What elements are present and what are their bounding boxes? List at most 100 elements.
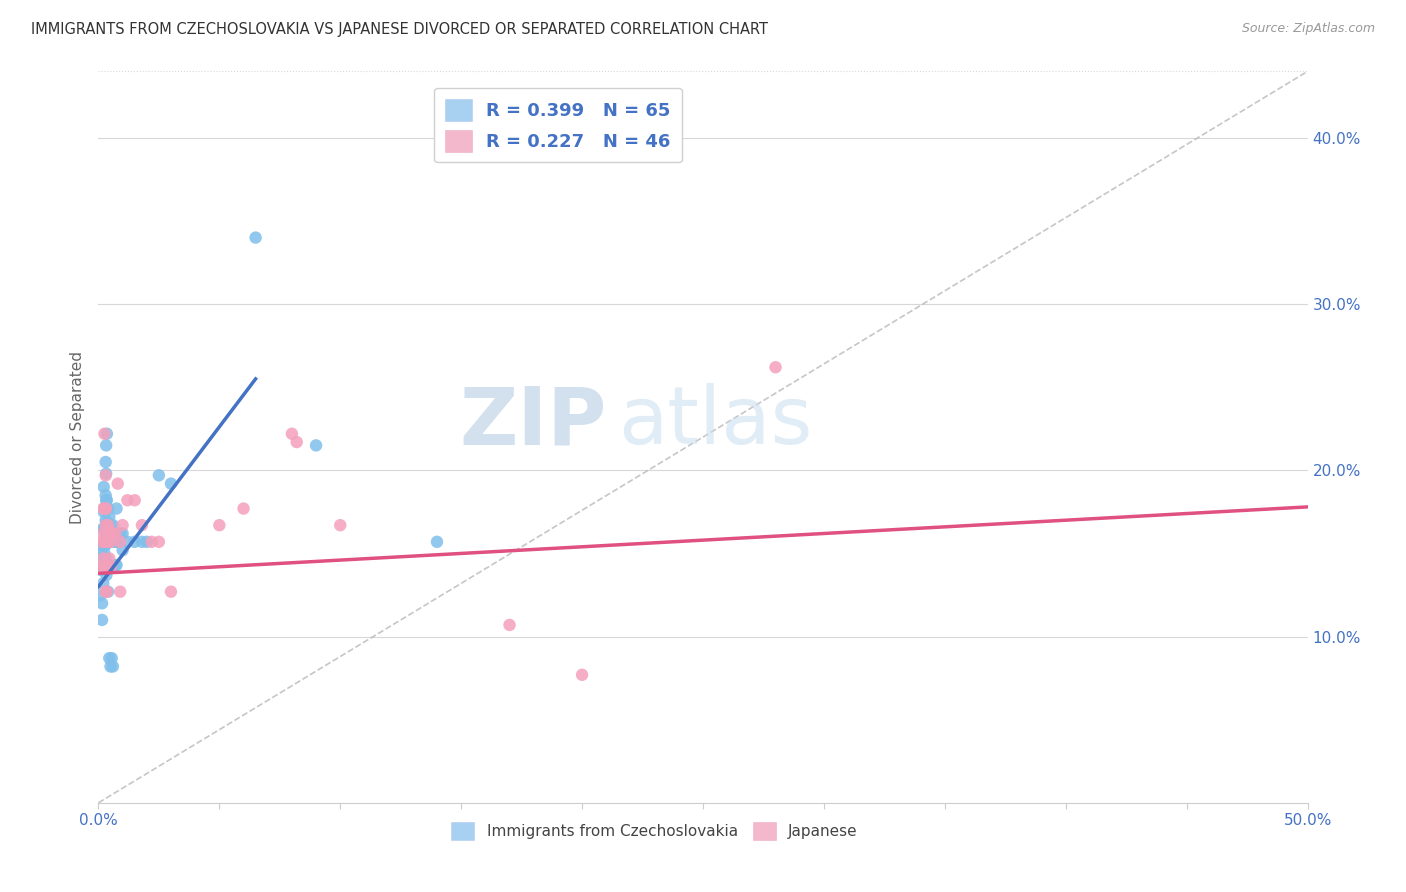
Point: [94, 488, 117, 502]
Point: [93, 521, 115, 535]
Point: [90, 546, 112, 560]
Point: [93, 559, 115, 574]
Point: [131, 518, 153, 533]
Point: [93, 480, 115, 494]
Point: [124, 493, 146, 508]
Point: [329, 518, 352, 533]
Point: [93, 538, 115, 552]
Point: [91, 559, 114, 574]
Point: [100, 651, 122, 665]
Point: [93, 563, 115, 577]
Point: [105, 534, 128, 549]
Legend: Immigrants from Czechoslovakia, Japanese: Immigrants from Czechoslovakia, Japanese: [446, 815, 863, 847]
Point: [96, 584, 118, 599]
Point: [93, 426, 115, 441]
Point: [94, 500, 117, 514]
Point: [131, 534, 153, 549]
Point: [111, 543, 134, 558]
Point: [98, 509, 121, 524]
Point: [91, 576, 114, 591]
Point: [281, 426, 304, 441]
Point: [571, 667, 593, 681]
Point: [91, 534, 114, 549]
Point: [94, 559, 117, 574]
Point: [117, 493, 139, 508]
Point: [107, 476, 129, 491]
Text: IMMIGRANTS FROM CZECHOSLOVAKIA VS JAPANESE DIVORCED OR SEPARATED CORRELATION CHA: IMMIGRANTS FROM CZECHOSLOVAKIA VS JAPANE…: [31, 22, 768, 37]
Point: [111, 526, 134, 541]
Point: [90, 563, 112, 577]
Point: [117, 534, 139, 549]
Point: [100, 559, 122, 574]
Point: [104, 534, 127, 549]
Point: [96, 467, 118, 481]
Text: atlas: atlas: [619, 384, 813, 461]
Point: [94, 501, 117, 516]
Point: [96, 551, 118, 566]
Point: [97, 559, 120, 574]
Point: [90, 538, 112, 552]
Point: [96, 568, 118, 582]
Text: ZIP: ZIP: [458, 384, 606, 461]
Point: [135, 534, 157, 549]
Point: [96, 516, 118, 531]
Point: [94, 468, 117, 483]
Point: [103, 534, 125, 549]
Point: [208, 518, 231, 533]
Point: [94, 455, 117, 469]
Point: [98, 534, 121, 549]
Point: [100, 659, 122, 673]
Point: [765, 360, 787, 375]
Point: [245, 230, 267, 244]
Point: [93, 546, 115, 560]
Point: [94, 518, 117, 533]
Point: [91, 551, 114, 566]
Point: [96, 493, 118, 508]
Point: [498, 618, 520, 632]
Point: [96, 559, 118, 574]
Point: [96, 534, 118, 549]
Point: [100, 518, 122, 533]
Point: [104, 526, 127, 541]
Point: [104, 558, 127, 573]
Point: [94, 526, 117, 541]
Point: [100, 534, 122, 549]
Point: [93, 555, 115, 569]
Point: [97, 501, 120, 516]
Point: [94, 513, 117, 527]
Point: [96, 493, 118, 508]
Point: [91, 526, 114, 541]
Point: [426, 534, 449, 549]
Point: [96, 438, 118, 452]
Point: [285, 435, 308, 450]
Point: [148, 468, 170, 483]
Point: [111, 518, 134, 533]
Point: [96, 501, 118, 516]
Point: [91, 501, 114, 516]
Point: [160, 476, 183, 491]
Point: [96, 518, 118, 533]
Point: [93, 505, 115, 519]
Point: [98, 551, 121, 566]
Point: [94, 534, 117, 549]
Point: [91, 596, 114, 610]
Y-axis label: Divorced or Separated: Divorced or Separated: [69, 351, 84, 524]
Point: [101, 659, 124, 673]
Point: [94, 584, 117, 599]
Point: [305, 438, 328, 452]
Point: [90, 559, 112, 574]
Point: [108, 584, 131, 599]
Point: [91, 521, 114, 535]
Point: [94, 538, 117, 552]
Point: [101, 518, 124, 533]
Point: [96, 533, 118, 548]
Point: [97, 584, 120, 599]
Point: [93, 534, 115, 549]
Point: [148, 534, 170, 549]
Point: [108, 534, 131, 549]
Point: [97, 518, 120, 533]
Point: [101, 526, 124, 541]
Point: [94, 559, 117, 574]
Point: [91, 613, 114, 627]
Point: [105, 501, 128, 516]
